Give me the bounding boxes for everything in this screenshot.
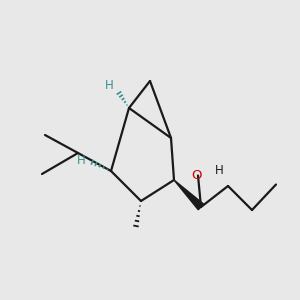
Polygon shape [174,180,204,210]
Text: H: H [214,164,224,178]
Text: H: H [76,154,85,167]
Text: O: O [191,169,202,182]
Text: H: H [105,79,114,92]
